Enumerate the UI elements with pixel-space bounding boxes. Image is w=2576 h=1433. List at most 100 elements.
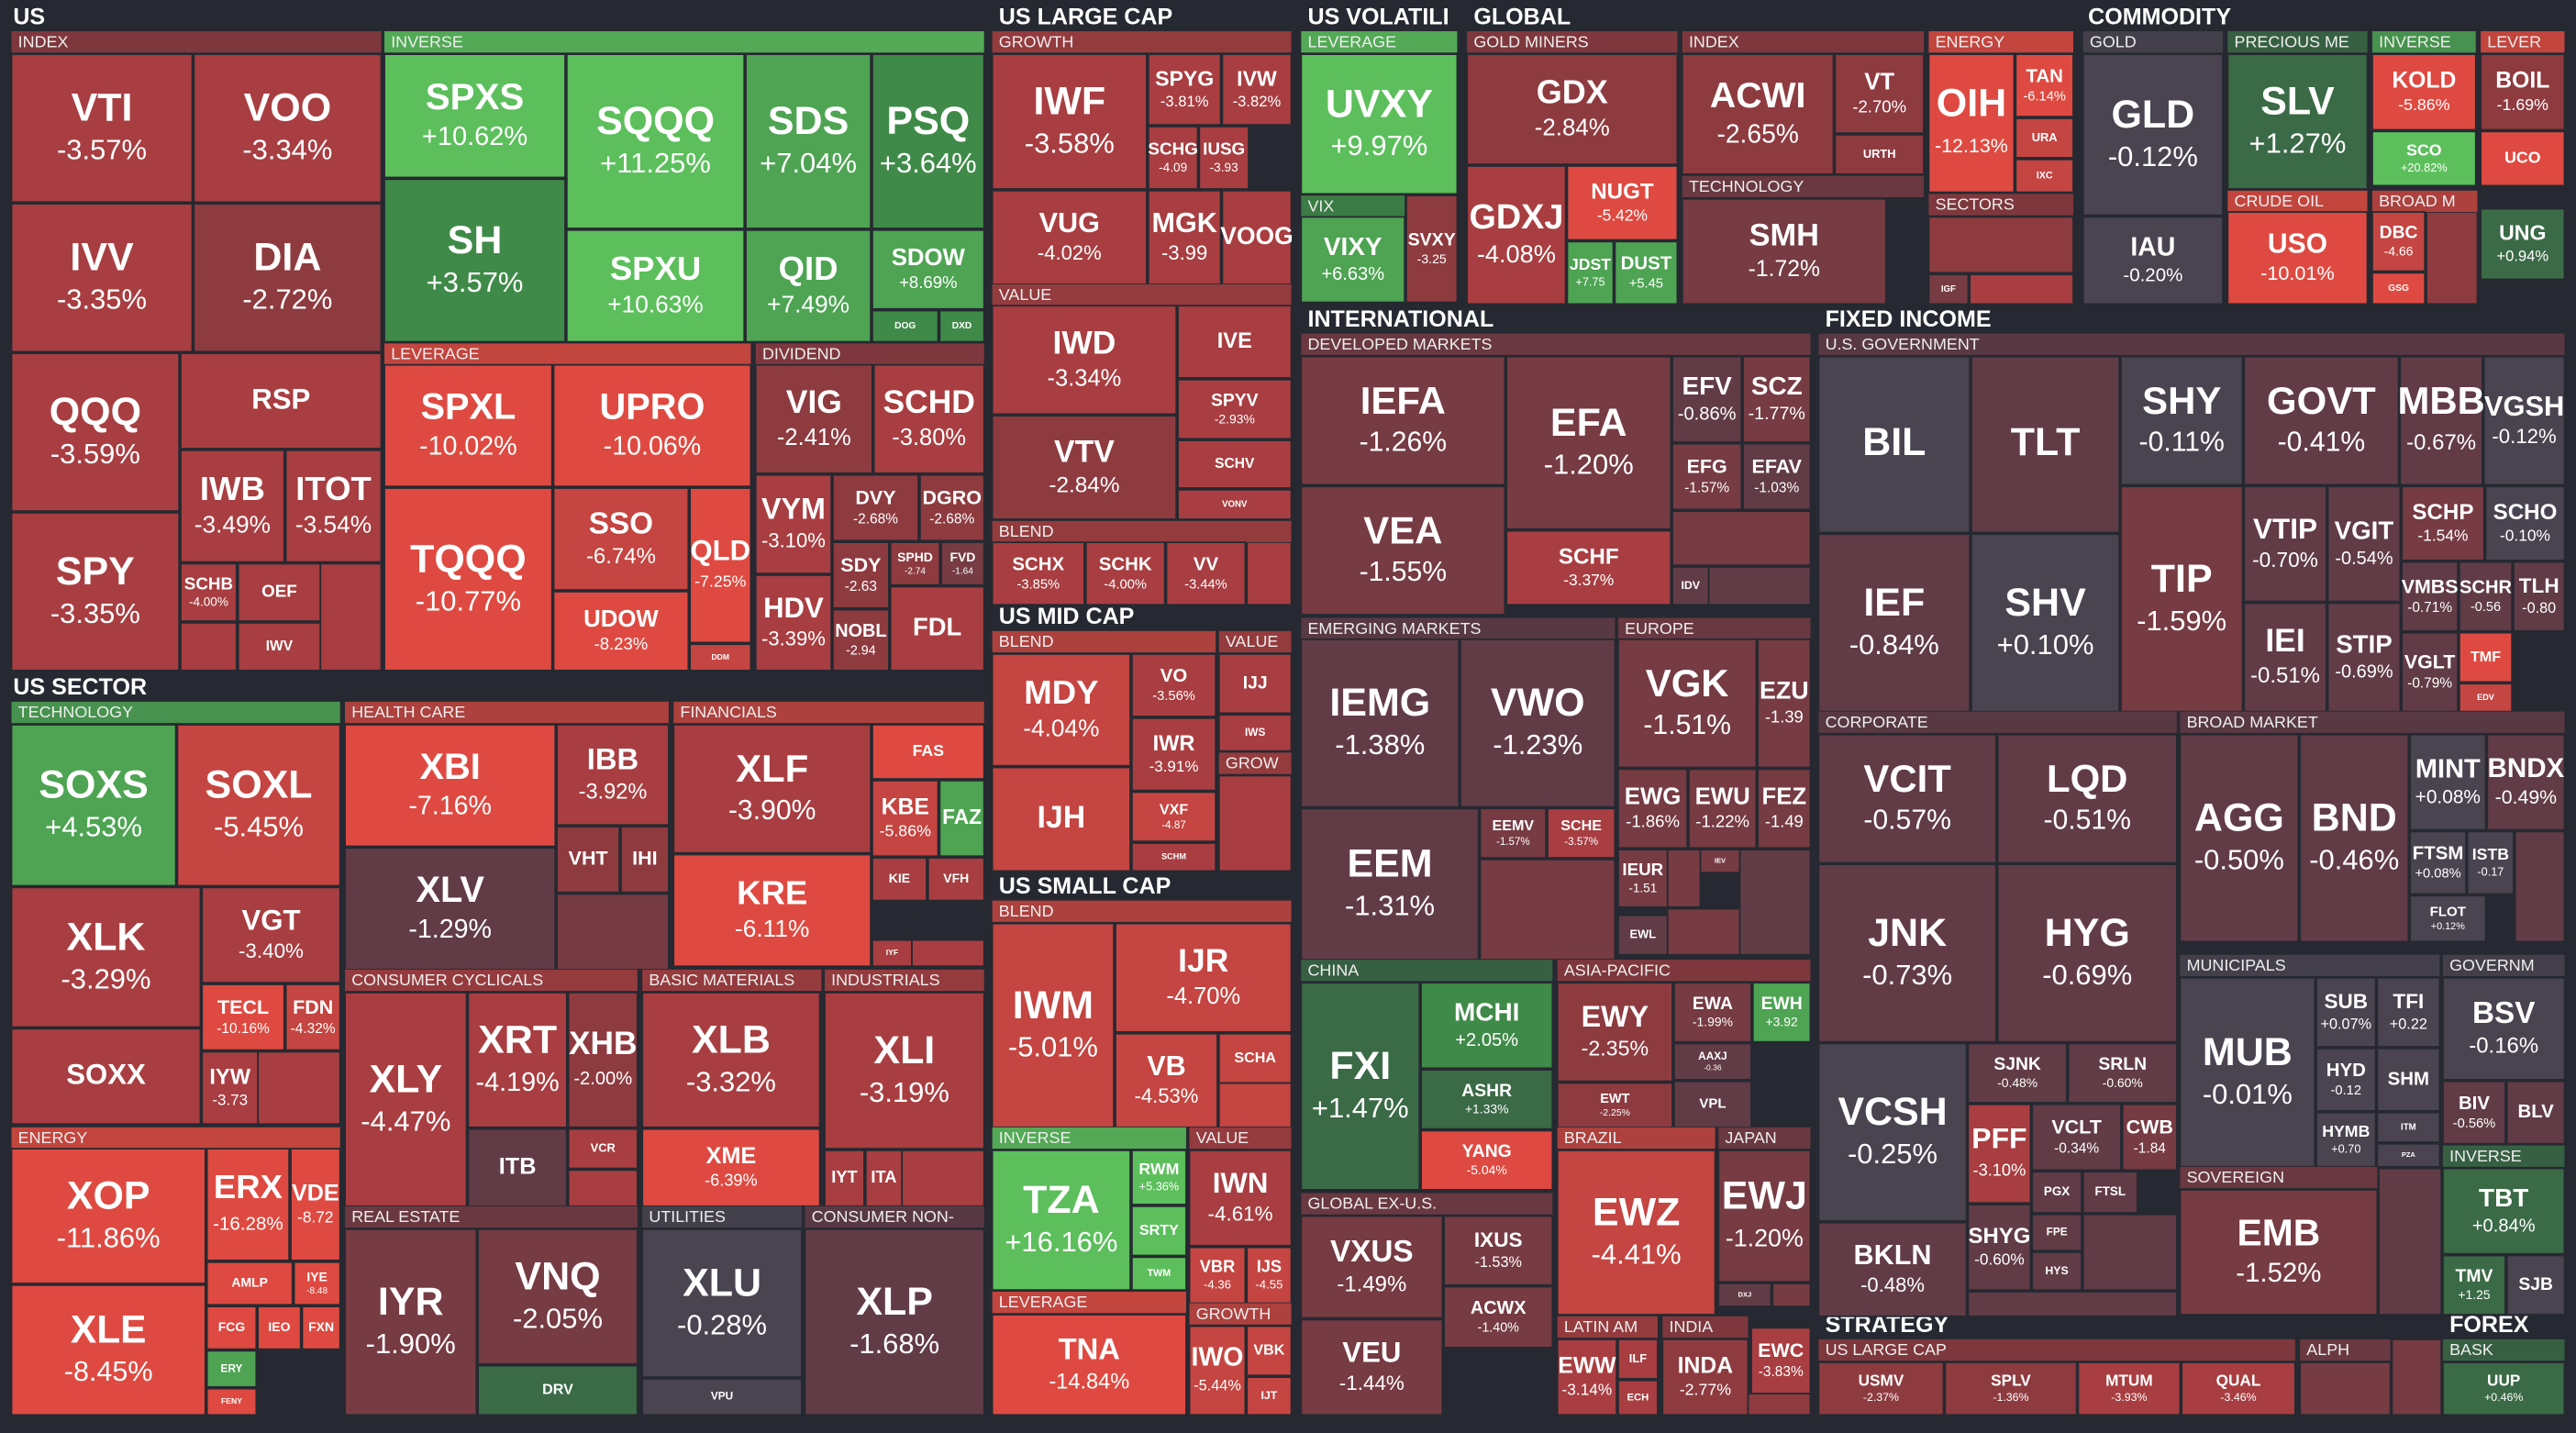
ticker: DUST <box>1621 254 1672 274</box>
group-title: PRECIOUS ME <box>2235 32 2349 50</box>
change: -14.84% <box>1049 1370 1129 1394</box>
change: +16.16% <box>1005 1226 1117 1258</box>
group-title: ENERGY <box>18 1128 88 1147</box>
ticker: VCSH <box>1838 1090 1947 1134</box>
change: -3.34% <box>242 134 332 166</box>
change: -0.36 <box>1704 1063 1722 1072</box>
tile <box>2226 211 2369 305</box>
ticker: ACWX <box>1471 1298 1527 1318</box>
tile <box>641 1128 821 1207</box>
ticker: IUSG <box>1203 139 1245 159</box>
change: -3.19% <box>860 1076 949 1108</box>
change: -0.84% <box>1849 628 1939 661</box>
change: -7.25% <box>694 572 746 591</box>
change: -1.44% <box>1339 1372 1405 1394</box>
ticker: IEFA <box>1360 379 1446 422</box>
group-title: GOLD MINERS <box>1473 32 1588 50</box>
section-title: US SECTOR <box>13 674 147 700</box>
tile <box>2458 561 2514 632</box>
tile <box>1084 541 1166 606</box>
group-title: INDIA <box>1669 1317 1713 1336</box>
ticker: SOXS <box>39 763 148 807</box>
group-title: BROAD MARKET <box>2187 713 2318 731</box>
change: -8.72 <box>297 1208 333 1227</box>
change: -0.60% <box>2103 1075 2143 1090</box>
tile <box>2082 216 2224 305</box>
change: +6.63% <box>1321 264 1384 284</box>
tile <box>552 363 752 488</box>
section-title: US LARGE CAP <box>999 4 1172 29</box>
change: -7.16% <box>408 792 492 821</box>
tile <box>2179 976 2316 1168</box>
ticker: EWA <box>1693 994 1733 1014</box>
group-header <box>1301 617 1616 639</box>
group-header <box>1662 1316 1749 1339</box>
change: -1.38% <box>1335 728 1425 761</box>
change: -0.10% <box>2500 527 2550 545</box>
change: -3.25 <box>1417 251 1447 266</box>
ticker: DVY <box>855 487 895 509</box>
tile <box>1817 533 1971 713</box>
ticker: URA <box>2032 130 2058 144</box>
group-header <box>1617 617 1811 639</box>
group-header <box>1818 711 2177 733</box>
ticker: VDE <box>292 1180 339 1205</box>
change: -4.70% <box>1166 983 1240 1009</box>
tile <box>2082 53 2224 217</box>
change: -1.57% <box>1684 480 1729 495</box>
group-header <box>642 1205 802 1228</box>
change: -3.81% <box>1160 93 1209 110</box>
group-title: INVERSE <box>2449 1147 2522 1165</box>
tile <box>2082 1171 2138 1214</box>
change: -2.37% <box>1863 1391 1899 1404</box>
ticker: IWD <box>1052 325 1116 361</box>
ticker: VGSH <box>2484 390 2564 422</box>
ticker: SCHK <box>1099 554 1152 574</box>
change: +0.07% <box>2321 1016 2372 1032</box>
change: -2.84% <box>1049 472 1119 497</box>
tile <box>1130 791 1217 843</box>
tile <box>2409 733 2487 831</box>
change: +0.08% <box>2415 867 2460 882</box>
change: -1.59% <box>2137 605 2226 637</box>
change: +10.63% <box>607 291 704 318</box>
ticker: XBI <box>420 747 481 787</box>
tile <box>1147 189 1222 285</box>
group-header <box>1467 31 1678 53</box>
ticker: IEV <box>1715 857 1726 865</box>
tile <box>745 53 872 229</box>
tile <box>201 983 285 1051</box>
group-title: MUNICIPALS <box>2187 956 2286 974</box>
group-header <box>992 31 1292 53</box>
ticker: SCHA <box>1234 1050 1276 1066</box>
tile <box>2121 1103 2178 1172</box>
change: -4.41% <box>1592 1238 1682 1270</box>
group-header <box>11 31 382 53</box>
change: -2.25% <box>1600 1108 1630 1118</box>
group-title: GOLD <box>2090 32 2137 50</box>
group-header <box>11 1127 340 1150</box>
ticker: SPXS <box>426 76 524 117</box>
ticker: SRTY <box>1139 1222 1179 1239</box>
change: -1.99% <box>1693 1015 1733 1029</box>
group-title: CORPORATE <box>1826 713 1928 731</box>
change: -3.90% <box>728 795 816 826</box>
ticker: EWZ <box>1593 1190 1680 1234</box>
ticker: TMF <box>2471 649 2501 665</box>
ticker: SDY <box>840 554 881 576</box>
ticker: TECL <box>217 996 269 1018</box>
ticker: VGK <box>1646 661 1729 705</box>
tile <box>180 562 238 623</box>
change: -4.19% <box>476 1068 560 1097</box>
ticker: GLD <box>2112 93 2195 137</box>
group-header <box>1189 1127 1292 1150</box>
ticker: FPE <box>2047 1226 2068 1239</box>
tile-filler <box>257 1050 341 1126</box>
tile <box>2031 1251 2082 1292</box>
tile <box>1198 126 1249 190</box>
section-title: COMMODITY <box>2088 4 2231 29</box>
tile <box>872 857 927 902</box>
ticker: IWB <box>200 470 265 507</box>
tile <box>1130 842 1217 872</box>
tile <box>2480 53 2566 131</box>
